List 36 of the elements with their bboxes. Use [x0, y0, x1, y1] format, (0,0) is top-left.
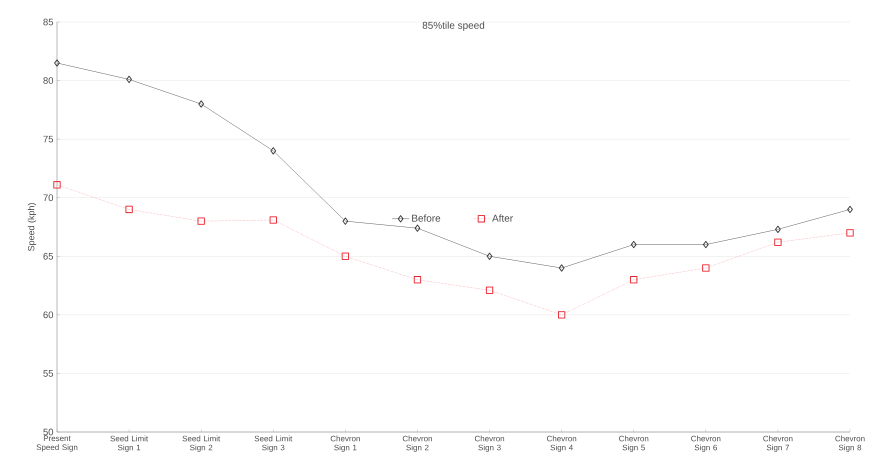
point	[126, 76, 132, 84]
point	[486, 252, 492, 260]
y-tick-label: 55	[43, 370, 54, 377]
y-tick-label: 65	[43, 252, 54, 260]
point	[486, 286, 494, 294]
point	[702, 264, 710, 272]
legend-label: Before	[412, 214, 440, 222]
point	[846, 229, 854, 237]
point	[558, 311, 566, 319]
point	[847, 206, 853, 214]
point	[270, 147, 276, 155]
y-tick-label: 60	[43, 312, 54, 318]
point	[558, 264, 564, 272]
point	[414, 276, 422, 284]
y-tick-label: 50	[43, 428, 54, 436]
point	[630, 240, 637, 248]
point	[630, 276, 638, 284]
y-tick-label: 75	[43, 136, 54, 142]
point	[125, 206, 133, 214]
y-tick-label: 85	[43, 18, 54, 26]
point	[270, 216, 277, 224]
chart-title: 85%tile speed	[422, 22, 484, 31]
point	[198, 100, 204, 108]
y-tick-label: 80	[43, 77, 54, 84]
point	[414, 224, 420, 232]
point	[775, 226, 781, 233]
point	[702, 240, 709, 248]
point	[342, 217, 348, 225]
y-tick-label: 70	[43, 194, 54, 202]
point	[198, 217, 205, 225]
point	[774, 238, 782, 246]
point	[54, 59, 60, 67]
point	[342, 252, 350, 260]
point	[53, 181, 61, 188]
legend-label: After	[492, 214, 513, 222]
y-axis-title: Speed (kph)	[28, 203, 36, 252]
